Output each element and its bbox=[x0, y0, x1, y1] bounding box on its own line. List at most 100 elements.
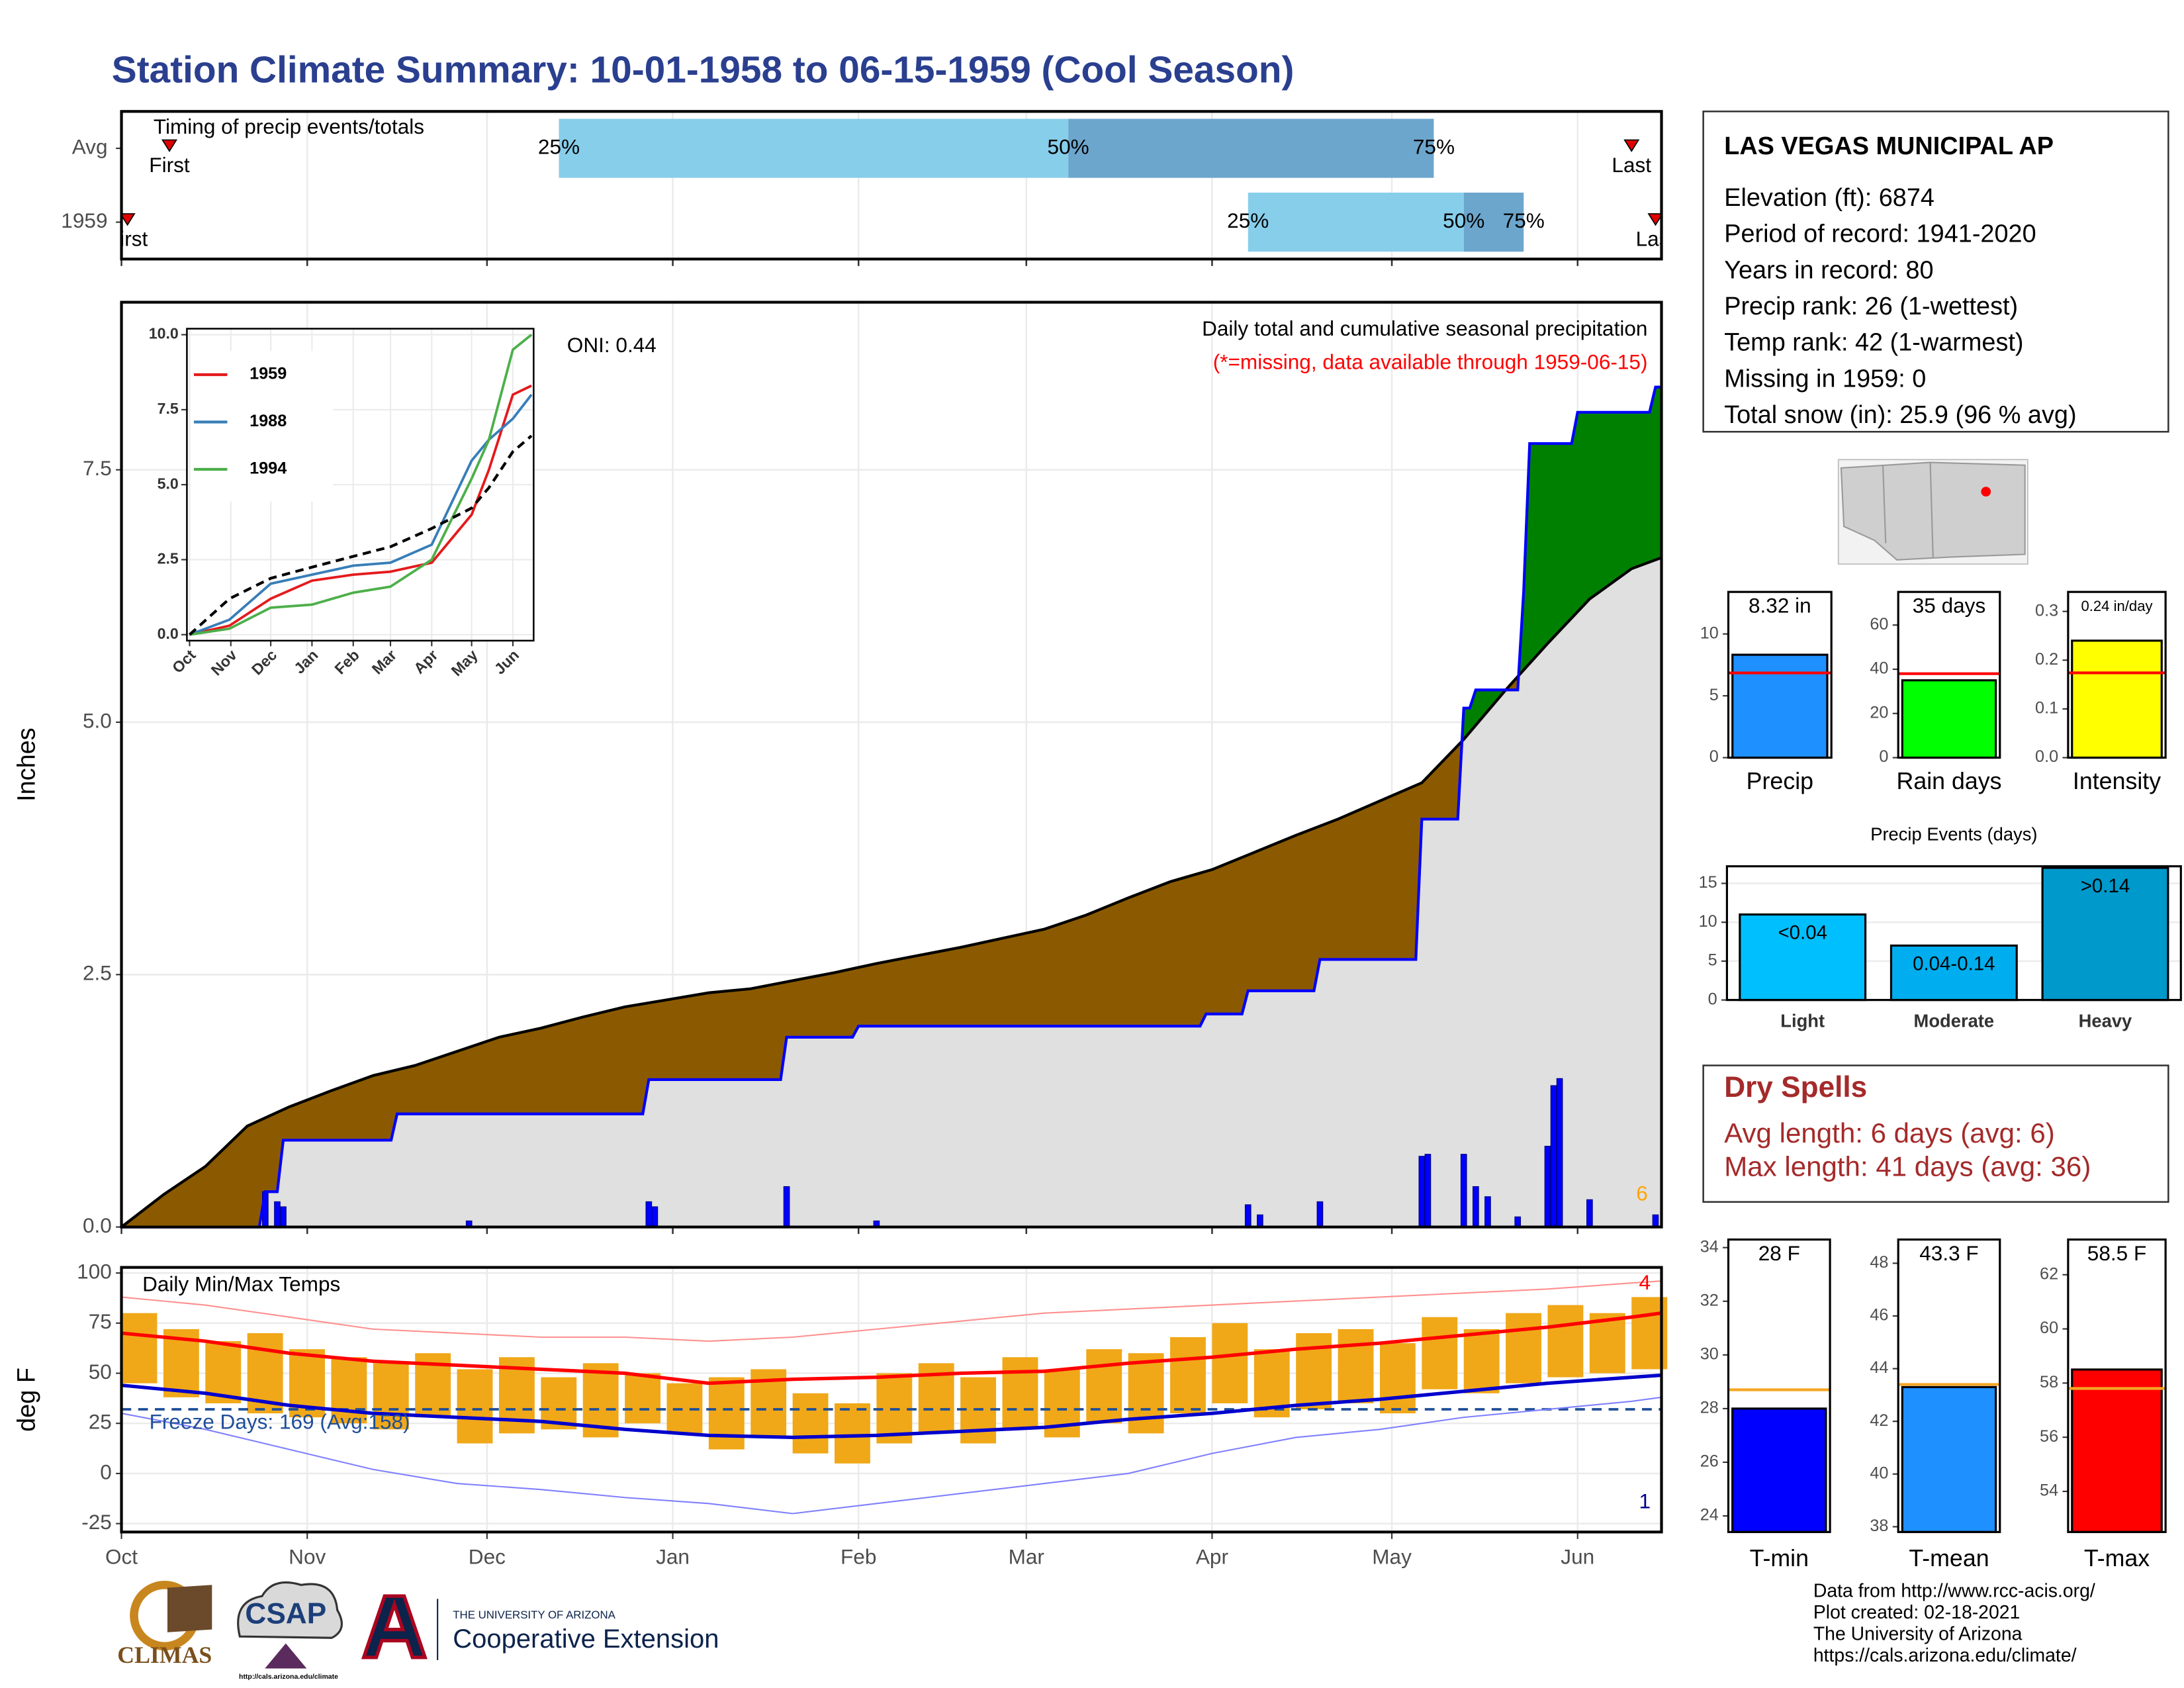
daily-temp-range bbox=[1379, 1343, 1416, 1414]
footer-logos: CLIMAS CSAP http://cals.arizona.edu/clim… bbox=[117, 1580, 719, 1681]
daily-temp-range bbox=[1547, 1305, 1584, 1378]
daily-precip-bar bbox=[1257, 1214, 1263, 1228]
x-tick-label: Oct bbox=[105, 1545, 138, 1569]
climas-text: CLIMAS bbox=[117, 1642, 212, 1668]
daily-precip-bar bbox=[651, 1206, 659, 1228]
bar bbox=[2071, 639, 2163, 759]
plot-frame bbox=[1897, 590, 2001, 759]
daily-precip-bar bbox=[1556, 1078, 1563, 1228]
station-box bbox=[1702, 111, 2169, 433]
y-tick-label: 46 bbox=[1870, 1306, 1888, 1325]
bar-label: 0.04-0.14 bbox=[1913, 953, 1995, 975]
event-marker bbox=[121, 213, 136, 226]
quartile-label: 75% bbox=[1503, 209, 1545, 232]
station-line: Years in record: 80 bbox=[1724, 256, 1933, 284]
category-label: Precip bbox=[1747, 768, 1813, 794]
map-states bbox=[1840, 461, 2026, 561]
y-tick-label: 5.0 bbox=[158, 475, 179, 492]
climas-logo-shape bbox=[167, 1585, 212, 1632]
value-label: 28 F bbox=[1758, 1241, 1800, 1265]
bar-label: >0.14 bbox=[2081, 875, 2130, 897]
daily-temp-range bbox=[1128, 1353, 1164, 1434]
dry-spell-line: Max length: 41 days (avg: 36) bbox=[1724, 1150, 2091, 1182]
plot-frame bbox=[120, 301, 1663, 1229]
season-line bbox=[189, 394, 533, 636]
timeline-rows: Timing of precip events/totals 25% 50% 75% F… bbox=[107, 115, 1676, 252]
y-tick-label: 0 bbox=[100, 1460, 112, 1483]
bar bbox=[2041, 867, 2169, 1002]
base-area bbox=[121, 557, 1662, 1227]
y-tick-label: 0 bbox=[1708, 990, 1717, 1008]
category-label: Light bbox=[1780, 1011, 1825, 1031]
bar bbox=[1889, 944, 2018, 1002]
temp-line bbox=[121, 1311, 1662, 1385]
daily-precip-bar bbox=[645, 1201, 653, 1228]
bar bbox=[2071, 1368, 2163, 1533]
station-location bbox=[1981, 487, 1991, 497]
season-line bbox=[189, 384, 532, 636]
csap-cloud bbox=[237, 1581, 343, 1639]
daily-precip-bar bbox=[1484, 1196, 1491, 1228]
event-label: First bbox=[107, 226, 148, 250]
y-tick-label: 62 bbox=[2040, 1264, 2058, 1283]
dry-spells-box bbox=[1702, 1064, 2169, 1203]
y-tick-label: 24 bbox=[1700, 1506, 1719, 1524]
x-tick-label: Mar bbox=[1009, 1545, 1044, 1569]
y-tick-label: 5.0 bbox=[83, 708, 112, 732]
daily-precip-bar bbox=[274, 1201, 281, 1228]
plot-frame bbox=[1727, 1238, 1831, 1533]
daily-temp-range bbox=[121, 1313, 158, 1383]
legend-label: 1994 bbox=[250, 459, 287, 478]
y-tick-label: 7.5 bbox=[83, 456, 112, 480]
event-marker bbox=[161, 139, 178, 152]
y-tick-label: 2.5 bbox=[158, 550, 179, 567]
category-label: T-min bbox=[1750, 1545, 1809, 1571]
y-tick-label: 38 bbox=[1870, 1517, 1888, 1535]
csap-mountain bbox=[265, 1643, 307, 1669]
y-tick-label: 50 bbox=[89, 1360, 112, 1383]
oni-annotation: ONI: 0.44 bbox=[567, 333, 657, 357]
chart-title: Daily total and cumulative seasonal prec… bbox=[1202, 316, 1647, 340]
y-tick-label: 0.1 bbox=[2035, 699, 2058, 718]
cumulative-line bbox=[120, 556, 1662, 1229]
y-tick-label: 0.2 bbox=[2035, 650, 2058, 669]
daily-temp-range bbox=[1212, 1323, 1248, 1403]
row-label: 1959 bbox=[61, 209, 107, 232]
daily-precip-bar bbox=[280, 1206, 287, 1228]
plot-frame bbox=[1725, 865, 2182, 1002]
y-tick-label: 54 bbox=[2040, 1481, 2058, 1500]
quartile-label: 50% bbox=[1443, 209, 1484, 232]
daily-precip-bar bbox=[1652, 1214, 1659, 1228]
chart-title: Precip Events (days) bbox=[1870, 824, 2037, 845]
y-tick-label: 7.5 bbox=[158, 400, 179, 417]
event-label: Last bbox=[1636, 226, 1676, 250]
locator-map bbox=[1837, 459, 2028, 565]
y-tick-label: -25 bbox=[81, 1510, 112, 1534]
daily-precip-bar bbox=[783, 1186, 790, 1228]
daily-temp-range bbox=[792, 1393, 829, 1454]
daily-precip-bar bbox=[1316, 1201, 1324, 1228]
daily-precip-bar bbox=[1418, 1156, 1426, 1228]
x-tick-label: Jan bbox=[656, 1545, 690, 1569]
value-label: 58.5 F bbox=[2087, 1241, 2146, 1265]
plot-frame bbox=[1897, 1238, 2001, 1533]
value-label: 43.3 F bbox=[1919, 1241, 1978, 1265]
daily-temp-range bbox=[1170, 1336, 1206, 1414]
category-label: T-max bbox=[2084, 1545, 2150, 1571]
dry-spell-line: Avg length: 6 days (avg: 6) bbox=[1724, 1117, 2055, 1149]
station-line: Temp rank: 42 (1-warmest) bbox=[1724, 329, 2023, 357]
daily-precip-bar bbox=[1550, 1085, 1557, 1228]
y-tick-label: 5 bbox=[1709, 686, 1719, 704]
daily-precip-bar bbox=[1472, 1186, 1479, 1228]
y-tick-label: 48 bbox=[1870, 1253, 1888, 1272]
legend-label: 1959 bbox=[250, 365, 287, 383]
plot-frame bbox=[1727, 590, 1833, 759]
value-label: 0.24 in/day bbox=[2081, 598, 2152, 614]
y-tick-label: 5 bbox=[1708, 951, 1717, 970]
station-name: LAS VEGAS MUNICIPAL AP bbox=[1724, 132, 2054, 160]
bar bbox=[1901, 1385, 1997, 1533]
quartile-label: 25% bbox=[538, 134, 580, 158]
temp-title: Daily Min/Max Temps bbox=[142, 1272, 340, 1295]
bar-label: <0.04 bbox=[1778, 922, 1827, 944]
